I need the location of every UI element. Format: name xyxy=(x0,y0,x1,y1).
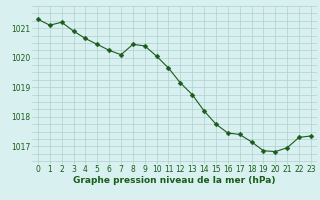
X-axis label: Graphe pression niveau de la mer (hPa): Graphe pression niveau de la mer (hPa) xyxy=(73,176,276,185)
